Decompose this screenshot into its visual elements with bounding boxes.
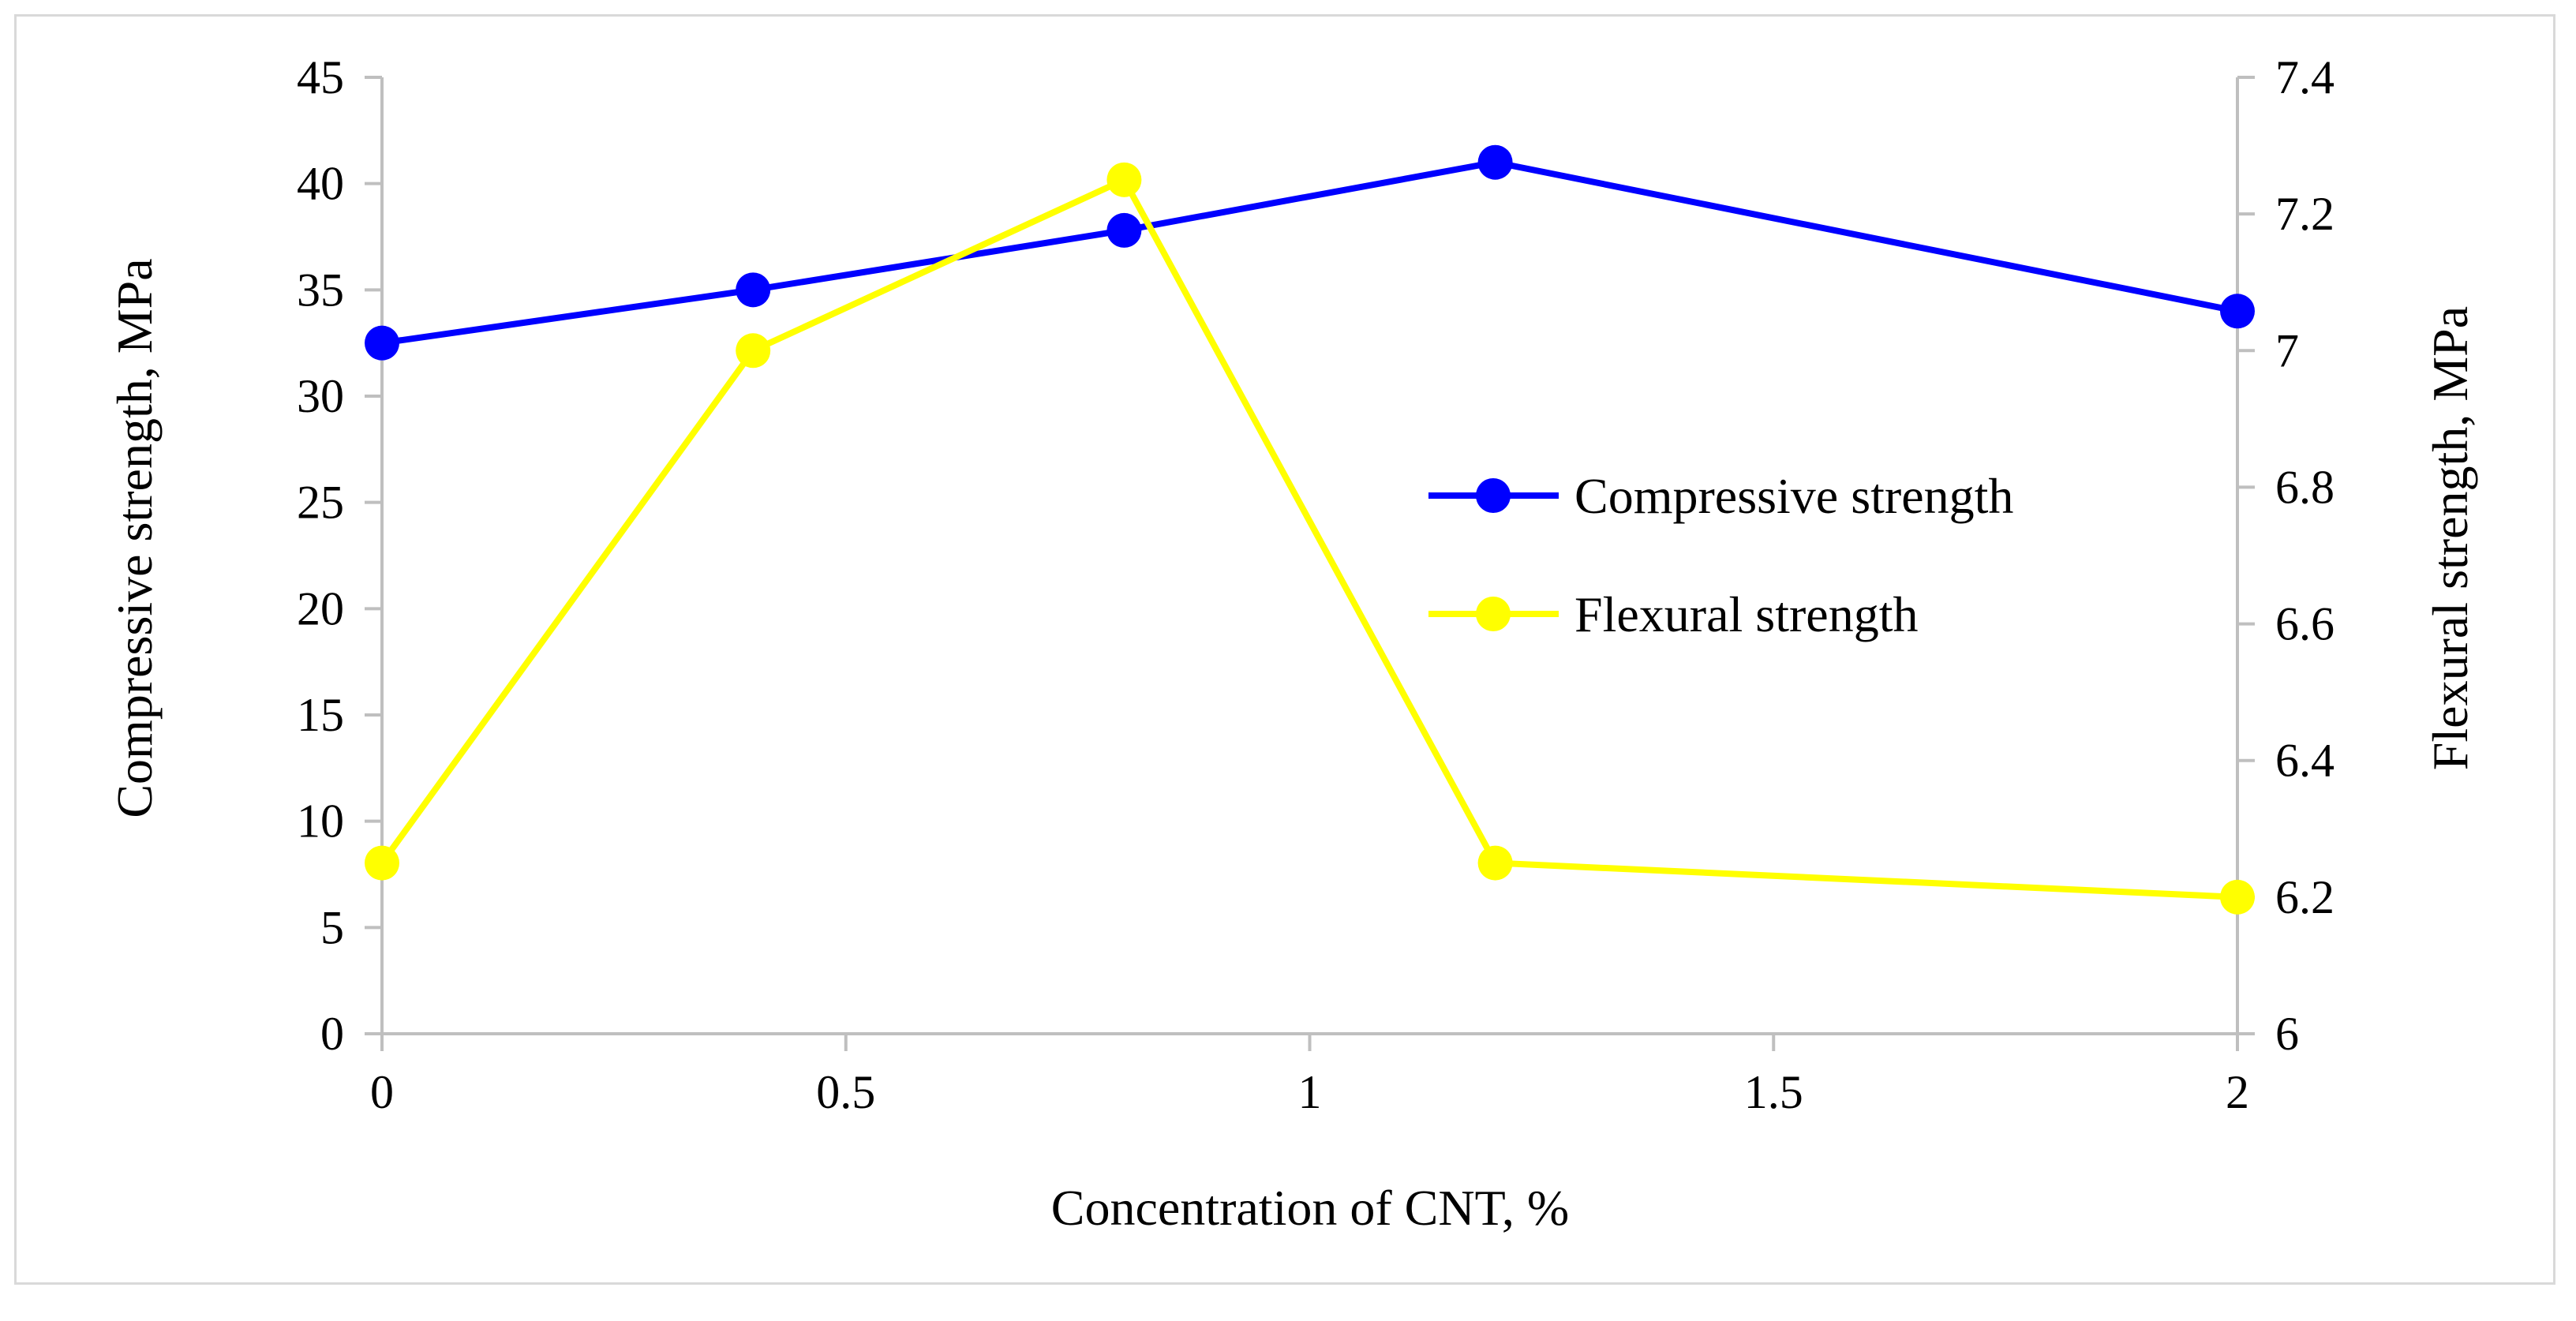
y2-tick-label: 6.6: [2275, 598, 2334, 650]
y2-tick-label: 6.2: [2275, 871, 2334, 923]
flexural-strength-point: [365, 845, 399, 881]
y2-tick-label: 6.4: [2275, 735, 2334, 787]
flexural-strength-point: [736, 333, 771, 369]
y2-tick-label: 7: [2275, 324, 2299, 376]
compressive-strength-point: [365, 325, 399, 361]
x-axis-label: Concentration of CNT, %: [1051, 1180, 1569, 1236]
y2-tick-label: 6.8: [2275, 461, 2334, 513]
y-axis-label: Compressive strength, MPa: [107, 258, 163, 818]
y-tick-label: 0: [320, 1008, 344, 1060]
y-tick-label: 25: [297, 477, 344, 529]
y2-tick-label: 6: [2275, 1008, 2299, 1060]
y-tick-label: 10: [297, 795, 344, 848]
series-layer: [365, 144, 2255, 915]
flexural-strength-line: [379, 176, 2238, 900]
y-tick-label: 20: [297, 582, 344, 634]
legend-flexural-strength-label: Flexural strength: [1574, 586, 1918, 642]
legend: Compressive strength Flexural strength: [1428, 468, 2013, 642]
legend-compressive-strength-marker: [1476, 478, 1511, 513]
flexural-strength-point: [2220, 879, 2255, 915]
chart-frame: [14, 14, 2555, 1285]
x-tick-label: 2: [2226, 1066, 2249, 1118]
flexural-strength-point: [1106, 162, 1142, 197]
y2-tick-label: 7.4: [2275, 51, 2334, 103]
x-tick-label: 1.5: [1744, 1066, 1803, 1118]
y-tick-label: 40: [297, 158, 344, 210]
y-tick-label: 30: [297, 370, 344, 422]
y2-axis-label: Flexural strength, MPa: [2422, 306, 2478, 770]
compressive-strength-point: [1106, 212, 1142, 248]
y-tick-label: 45: [297, 51, 344, 103]
compressive-strength-point: [2220, 294, 2255, 329]
x-tick-label: 1: [1298, 1066, 1322, 1118]
flexural-strength-point: [1477, 845, 1513, 881]
legend-compressive-strength-label: Compressive strength: [1574, 468, 2013, 524]
compressive-strength-point: [736, 272, 771, 308]
legend-flexural-strength-marker: [1476, 597, 1511, 631]
y-tick-label: 35: [297, 264, 344, 316]
y-tick-label: 5: [320, 901, 344, 953]
compressive-strength-point: [1477, 144, 1513, 180]
y-tick-label: 15: [297, 689, 344, 741]
x-tick-label: 0.5: [816, 1066, 875, 1118]
axes: 0 5 10 15 20 25 30 35 40 45 6 6.2 6.4 6.6 6.8 7 7.2 7.4 0 0…: [297, 51, 2334, 1118]
x-tick-label: 0: [370, 1066, 394, 1118]
compressive-strength-line: [381, 159, 2238, 346]
y2-tick-label: 7.2: [2275, 188, 2334, 240]
